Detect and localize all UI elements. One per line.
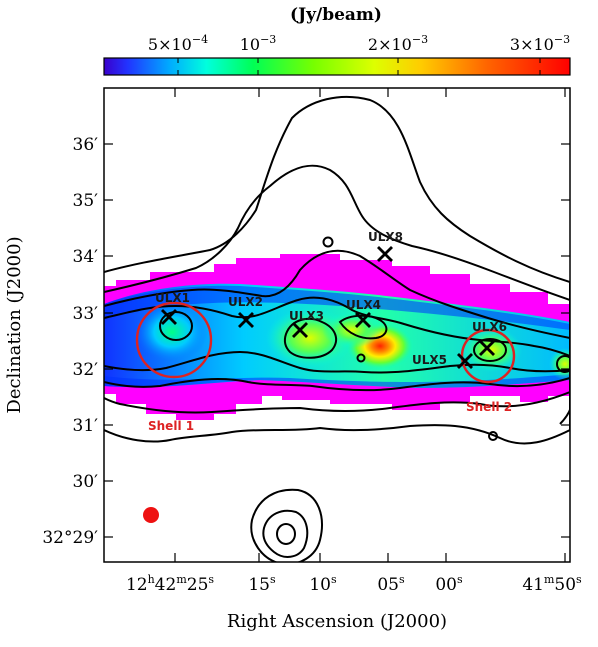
ulx2-marker [238,312,254,328]
x-tick-labels: 12h42m25s 15s 10s 05s 00s 41m50s [126,573,582,595]
ulx5-marker [457,353,473,369]
shell-2-label: Shell 2 [466,400,512,414]
axis-ticks [104,88,570,562]
contour-outer [104,95,570,445]
x-tick-label: 00s [435,573,463,595]
y-axis-label: Declination (J2000) [4,236,25,413]
contour-south-inner [262,509,309,558]
shell-1-label: Shell 1 [148,419,194,433]
contour-blob [488,431,498,441]
y-tick-label: 32°29′ [42,528,98,548]
ulx4-marker [355,312,371,328]
colorbar-unit-label: (Jy/beam) [290,5,382,25]
ulx-markers [161,246,495,369]
y-tick-label: 33′ [73,304,99,324]
ulx8-label: ULX8 [368,230,403,244]
contour-edge-east [559,407,570,425]
ulx6-marker [479,340,495,356]
emission-core-east [549,348,570,380]
y-tick-label: 35′ [73,191,99,211]
ulx3-marker [292,322,308,338]
y-tick-label: 30′ [73,472,99,492]
contour-east [556,355,570,373]
contour-ulx1 [159,311,193,341]
shell-2-circle [460,328,516,384]
contours [104,95,570,562]
colorbar [103,57,571,76]
colorbar-tick-label: 3×10−3 [510,33,570,54]
ulx6-label: ULX6 [472,320,507,334]
contour-2 [104,164,570,414]
contour-3 [104,249,570,392]
contour-south-outer [250,488,323,562]
contour-blob [356,353,366,363]
contour-ulx6 [473,338,507,362]
contour-ulx3 [283,317,338,359]
x-tick-label: 10s [309,573,337,595]
x-tick-label: 05s [377,573,405,595]
plot-frame [103,87,571,563]
x-tick-label: 12h42m25s [126,573,214,595]
contour-south-core [276,523,296,545]
colorbar-tick-label: 5×10−4 [148,33,208,54]
ulx5-label: ULX5 [412,353,447,367]
ulx-labels: ULX1 ULX2 ULX3 ULX4 ULX5 ULX6 ULX8 [155,230,507,367]
ulx8-marker [377,246,393,262]
y-tick-labels: 36′ 35′ 34′ 33′ 32′ 31′ 30′ 32°29′ [42,135,98,548]
ulx1-marker [161,309,177,325]
y-tick-label: 36′ [73,135,99,155]
beam-marker [143,507,159,523]
ulx1-label: ULX1 [155,291,190,305]
ulx4-label: ULX4 [346,298,381,312]
y-tick-label: 32′ [73,360,99,380]
ulx3-label: ULX3 [289,309,324,323]
x-tick-label: 15s [248,573,276,595]
shell-1-circle [135,301,213,379]
y-tick-label: 31′ [73,416,99,436]
plot-area [104,88,570,562]
x-axis-label: Right Ascension (J2000) [227,611,447,632]
x-tick-label: 41m50s [522,573,582,595]
emission-core-west [136,302,208,362]
contour-blob [322,236,334,248]
colorbar-tick-label: 2×10−3 [368,33,428,54]
y-tick-label: 34′ [73,247,99,267]
ulx2-label: ULX2 [228,295,263,309]
colorbar-ticks [177,58,541,75]
colorbar-tick-label: 10−3 [240,33,277,54]
